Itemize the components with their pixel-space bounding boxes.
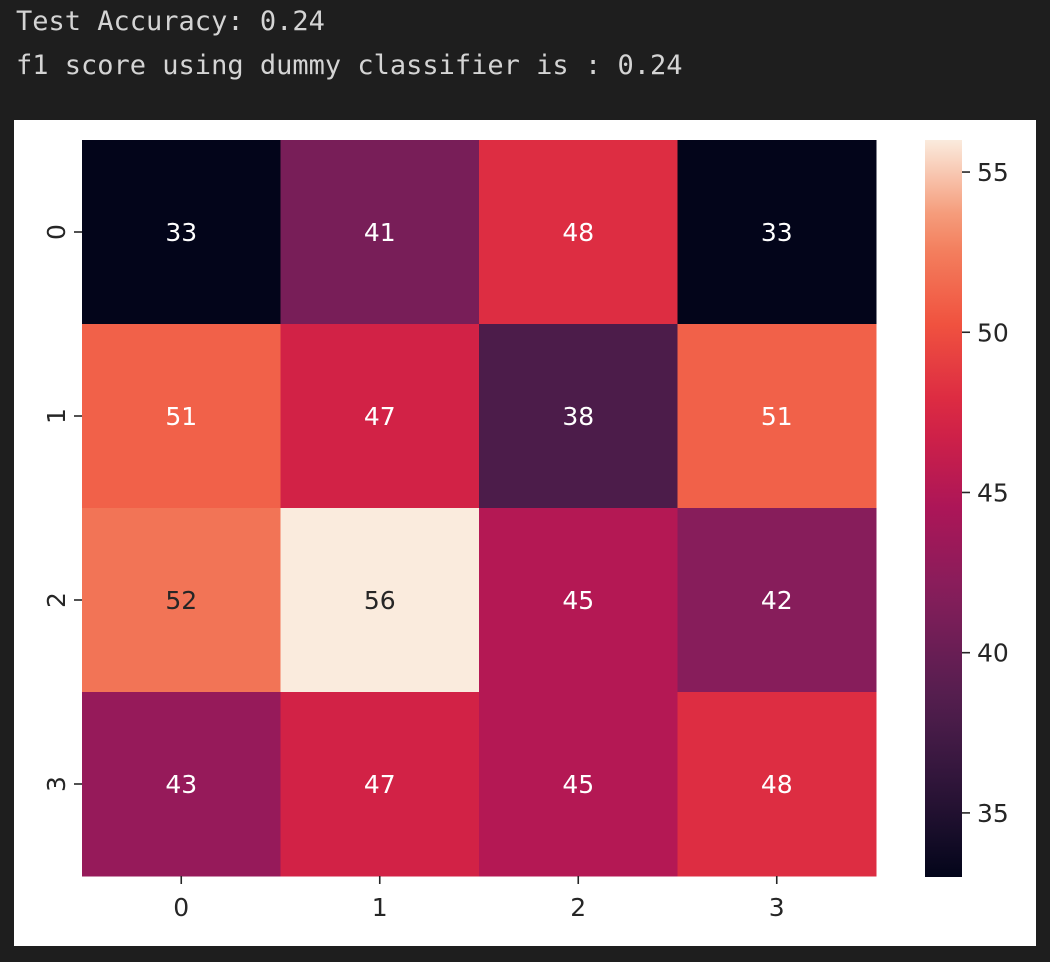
heatmap-chart: 33 41 48 33 51 47 38 51 52 56 45 42 43 47 45 48 0 1 2 3 0 1… bbox=[42, 140, 1009, 922]
x-tick-label-1: 1 bbox=[372, 893, 388, 922]
colorbar-gradient bbox=[925, 140, 962, 877]
y-tick-label-2: 2 bbox=[42, 592, 71, 608]
x-tick-label-0: 0 bbox=[173, 893, 189, 922]
cell-annotation-r2-c1: 56 bbox=[364, 586, 396, 615]
y-axis: 0 1 2 3 bbox=[42, 224, 82, 792]
heatmap-cell-r1-c0 bbox=[82, 324, 281, 509]
cell-annotation-r3-c3: 48 bbox=[761, 770, 793, 799]
cell-annotation-r3-c2: 45 bbox=[562, 770, 594, 799]
colorbar-tick-label-4: 55 bbox=[977, 158, 1009, 187]
cell-annotation-r1-c1: 47 bbox=[364, 402, 396, 431]
cell-annotation-r3-c1: 47 bbox=[364, 770, 396, 799]
heatmap-annotations: 33 41 48 33 51 47 38 51 52 56 45 42 43 47 45 48 bbox=[165, 218, 792, 799]
heatmap-cell-r0-c0 bbox=[82, 140, 281, 325]
colorbar-tick-label-3: 50 bbox=[977, 318, 1009, 347]
heatmap-cell-r3-c3 bbox=[677, 692, 877, 877]
cell-annotation-r2-c2: 45 bbox=[562, 586, 594, 615]
heatmap-cell-r3-c1 bbox=[280, 692, 480, 877]
heatmap-cells bbox=[82, 140, 877, 877]
cell-annotation-r0-c0: 33 bbox=[165, 218, 197, 247]
cell-annotation-r2-c0: 52 bbox=[165, 586, 197, 615]
heatmap-cell-r0-c3 bbox=[677, 140, 877, 325]
cell-annotation-r0-c1: 41 bbox=[364, 218, 396, 247]
heatmap-cell-r3-c0 bbox=[82, 692, 281, 877]
cell-annotation-r0-c2: 48 bbox=[562, 218, 594, 247]
heatmap-cell-r3-c2 bbox=[479, 692, 678, 877]
y-tick-label-3: 3 bbox=[42, 776, 71, 792]
y-tick-label-0: 0 bbox=[42, 224, 71, 240]
heatmap-cell-r2-c1 bbox=[280, 508, 480, 693]
heatmap-cell-r0-c1 bbox=[280, 140, 480, 325]
heatmap-cell-r2-c3 bbox=[677, 508, 877, 693]
heatmap-cell-r2-c2 bbox=[479, 508, 678, 693]
heatmap-cell-r1-c3 bbox=[677, 324, 877, 509]
cell-annotation-r1-c2: 38 bbox=[562, 402, 594, 431]
figure-canvas: 33 41 48 33 51 47 38 51 52 56 45 42 43 47 45 48 0 1 2 3 0 1… bbox=[14, 120, 1036, 946]
cell-annotation-r1-c3: 51 bbox=[761, 402, 793, 431]
cell-annotation-r1-c0: 51 bbox=[165, 402, 197, 431]
colorbar-tick-label-0: 35 bbox=[977, 799, 1009, 828]
y-tick-label-1: 1 bbox=[42, 408, 71, 424]
heatmap-cell-r2-c0 bbox=[82, 508, 281, 693]
cell-annotation-r0-c3: 33 bbox=[761, 218, 793, 247]
x-tick-label-3: 3 bbox=[769, 893, 785, 922]
colorbar-tick-label-1: 40 bbox=[977, 639, 1009, 668]
cell-annotation-r3-c0: 43 bbox=[165, 770, 197, 799]
stdout-accuracy-line: Test Accuracy: 0.24 bbox=[16, 6, 325, 37]
x-tick-label-2: 2 bbox=[570, 893, 586, 922]
colorbar: 35 40 45 50 55 bbox=[925, 140, 1009, 877]
heatmap-cell-r0-c2 bbox=[479, 140, 678, 325]
heatmap-cell-r1-c2 bbox=[479, 324, 678, 509]
cell-annotation-r2-c3: 42 bbox=[761, 586, 793, 615]
heatmap-cell-r1-c1 bbox=[280, 324, 480, 509]
stdout-f1-line: f1 score using dummy classifier is : 0.2… bbox=[16, 50, 683, 81]
colorbar-tick-label-2: 45 bbox=[977, 478, 1009, 507]
x-axis: 0 1 2 3 bbox=[173, 876, 785, 922]
